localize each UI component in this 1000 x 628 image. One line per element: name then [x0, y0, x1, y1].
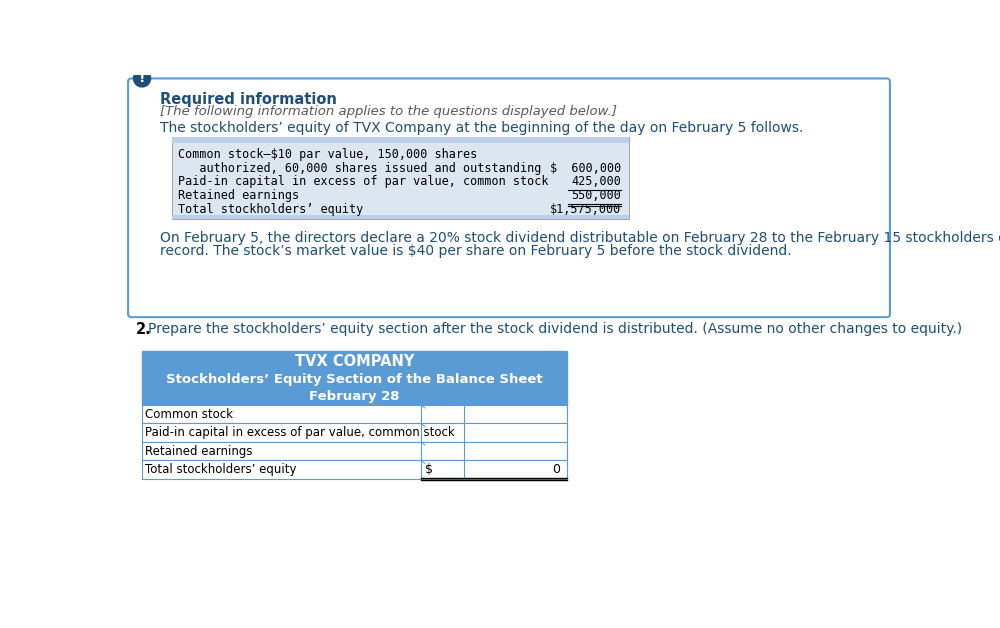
- Text: record. The stock’s market value is $40 per share on February 5 before the stock: record. The stock’s market value is $40 …: [160, 244, 792, 258]
- FancyBboxPatch shape: [128, 78, 890, 317]
- Text: Paid-in capital in excess of par value, common stock: Paid-in capital in excess of par value, …: [145, 426, 455, 439]
- Text: 0: 0: [553, 463, 561, 476]
- Text: Total stockholders’ equity: Total stockholders’ equity: [145, 463, 297, 476]
- Bar: [142, 460, 567, 479]
- Text: Required information: Required information: [160, 92, 337, 107]
- Text: 425,000: 425,000: [571, 175, 621, 188]
- Bar: [172, 215, 629, 219]
- Text: Common stock: Common stock: [145, 408, 233, 421]
- Bar: [172, 137, 629, 143]
- Bar: [142, 405, 567, 423]
- Text: Total stockholders’ equity: Total stockholders’ equity: [178, 203, 363, 216]
- Text: February 28: February 28: [309, 390, 400, 403]
- Circle shape: [134, 70, 151, 87]
- Text: $1,575,000: $1,575,000: [550, 203, 621, 216]
- Text: authorized, 60,000 shares issued and outstanding: authorized, 60,000 shares issued and out…: [178, 161, 541, 175]
- Text: The stockholders’ equity of TVX Company at the beginning of the day on February : The stockholders’ equity of TVX Company …: [160, 121, 803, 135]
- Bar: [142, 442, 567, 460]
- Text: !: !: [139, 72, 145, 85]
- Bar: [142, 423, 567, 442]
- Bar: [172, 137, 629, 219]
- Text: TVX COMPANY: TVX COMPANY: [295, 354, 414, 369]
- Bar: [142, 351, 567, 371]
- Text: Prepare the stockholders’ equity section after the stock dividend is distributed: Prepare the stockholders’ equity section…: [148, 322, 962, 336]
- Text: [The following information applies to the questions displayed below.]: [The following information applies to th…: [160, 105, 617, 117]
- Text: Common stock–$10 par value, 150,000 shares: Common stock–$10 par value, 150,000 shar…: [178, 148, 477, 161]
- Text: 2.: 2.: [136, 322, 152, 337]
- Bar: [142, 388, 567, 405]
- Text: $: $: [425, 463, 433, 476]
- Bar: [142, 371, 567, 388]
- Text: Stockholders’ Equity Section of the Balance Sheet: Stockholders’ Equity Section of the Bala…: [166, 373, 543, 386]
- Text: Retained earnings: Retained earnings: [178, 189, 299, 202]
- Text: On February 5, the directors declare a 20% stock dividend distributable on Febru: On February 5, the directors declare a 2…: [160, 231, 1000, 245]
- Text: $  600,000: $ 600,000: [550, 161, 621, 175]
- Text: Retained earnings: Retained earnings: [145, 445, 253, 458]
- Text: 550,000: 550,000: [571, 189, 621, 202]
- Text: Paid-in capital in excess of par value, common stock: Paid-in capital in excess of par value, …: [178, 175, 548, 188]
